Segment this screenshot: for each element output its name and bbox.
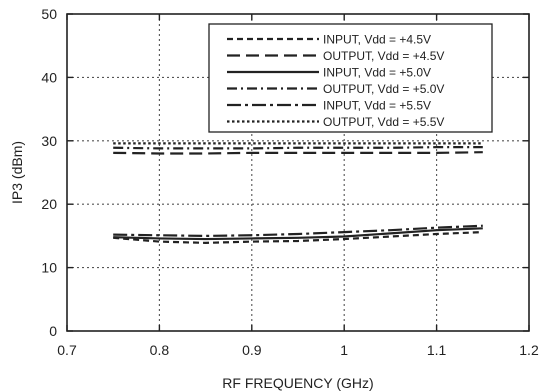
legend: INPUT, Vdd = +4.5V OUTPUT, Vdd = +4.5V INP…	[208, 23, 493, 133]
legend-label-5: INPUT, Vdd = +5.5V	[323, 99, 431, 113]
legend-box	[208, 23, 493, 133]
legend-label-6: OUTPUT, Vdd = +5.5V	[323, 115, 444, 129]
series-line-2	[113, 151, 483, 155]
series-layer	[113, 142, 483, 244]
plot-frame	[66, 13, 530, 332]
x-tick-label: 0.8	[150, 342, 170, 358]
y-tick-label: 20	[41, 196, 57, 212]
y-tick-label: 50	[41, 6, 57, 22]
x-tick-label: 0.9	[242, 342, 262, 358]
y-tick-label: 0	[49, 323, 57, 339]
series-line-5	[113, 224, 483, 237]
legend-label-2: OUTPUT, Vdd = +4.5V	[323, 49, 444, 63]
legend-label-3: INPUT, Vdd = +5.0V	[323, 66, 431, 80]
y-tick-label: 40	[41, 69, 57, 85]
series-line-3	[113, 227, 483, 241]
y-axis-label: IP3 (dBm)	[9, 141, 25, 204]
series-line-4	[113, 146, 483, 150]
legend-label-4: OUTPUT, Vdd = +5.0V	[323, 82, 444, 96]
legend-label-1: INPUT, Vdd = +4.5V	[323, 33, 431, 47]
axes-layer: 0.7 0.8 0.9 1 1.1 1.2 0 10 20 30 40 50	[41, 6, 539, 358]
x-tick-label: 1.1	[427, 342, 447, 358]
x-tick-label: 1	[340, 342, 348, 358]
series-line-1	[113, 231, 483, 244]
y-tick-label: 10	[41, 260, 57, 276]
x-axis-label: RF FREQUENCY (GHz)	[222, 375, 373, 391]
x-tick-label: 0.7	[57, 342, 77, 358]
y-tick-label: 30	[41, 133, 57, 149]
x-tick-label: 1.2	[519, 342, 539, 358]
